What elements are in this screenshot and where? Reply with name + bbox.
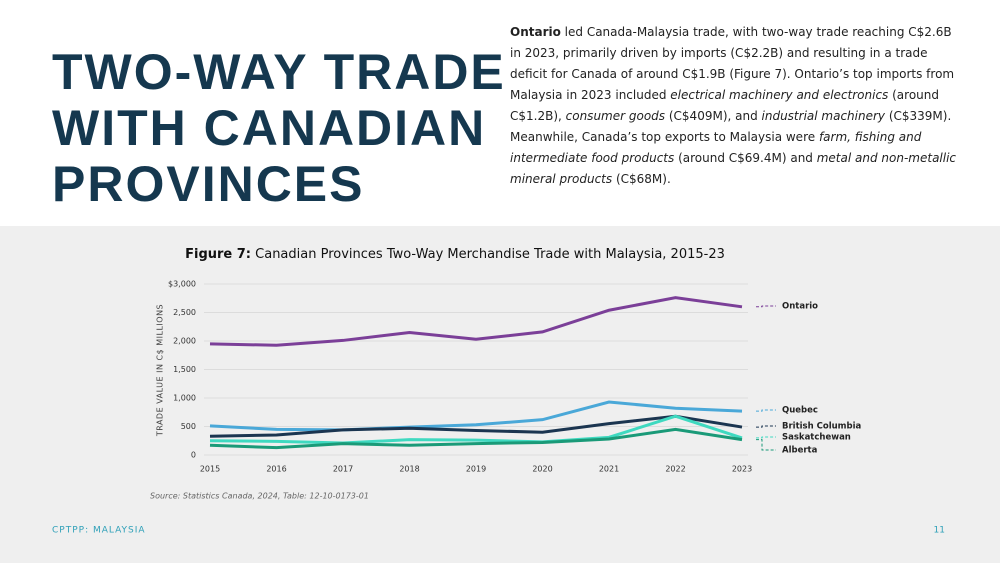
title-part: Figure 7: bbox=[185, 247, 251, 262]
leader bbox=[756, 409, 776, 412]
legend-label: Quebec bbox=[782, 406, 818, 416]
legend-label: British Columbia bbox=[782, 422, 862, 432]
line bbox=[209, 427, 743, 450]
legend-label: Alberta bbox=[782, 446, 818, 456]
chart-title: Figure 7: Canadian Provinces Two-Way Mer… bbox=[185, 247, 725, 262]
text-run: (around C$69.4M) and bbox=[674, 151, 817, 165]
x-tick-label: 2022 bbox=[665, 465, 685, 474]
x-tick-label: 2020 bbox=[532, 465, 552, 474]
text-run: Ontario bbox=[510, 25, 561, 39]
paragraph: Ontario led Canada-Malaysia trade, with … bbox=[510, 22, 965, 190]
title-line: WITH CANADIAN bbox=[52, 100, 487, 156]
x-tick-label: 2019 bbox=[466, 465, 486, 474]
x-tick-label: 2021 bbox=[599, 465, 619, 474]
y-tick-label: 2,500 bbox=[173, 308, 196, 317]
leader bbox=[756, 305, 776, 308]
header: TWO-WAY TRADE WITH CANADIAN PROVINCES Onta… bbox=[0, 0, 1000, 226]
text-run: farm, fishing and intermediate food prod… bbox=[510, 130, 922, 165]
x-tick-label: 2017 bbox=[333, 465, 353, 474]
footer-left: CPTPP: MALAYSIA bbox=[52, 526, 146, 536]
title-line: PROVINCES bbox=[52, 156, 365, 212]
text-run: (C$68M). bbox=[612, 172, 671, 186]
y-tick-label: 0 bbox=[191, 451, 196, 460]
y-tick-label: $3,000 bbox=[168, 280, 196, 289]
text-run: led Canada-Malaysia trade, with two-way … bbox=[510, 25, 955, 102]
legend-label: Ontario bbox=[782, 302, 818, 312]
y-tick-label: 500 bbox=[181, 422, 196, 431]
text-run: industrial machinery bbox=[761, 109, 886, 123]
text-run: electrical machinery and electronics bbox=[670, 88, 889, 102]
text-run: (C$409M), and bbox=[665, 109, 762, 123]
line bbox=[209, 296, 743, 347]
text-run: (C$339M). Meanwhile, Canada’s top export… bbox=[510, 109, 952, 144]
line bbox=[209, 400, 743, 432]
text-run: consumer goods bbox=[565, 109, 666, 123]
title-part: Canadian Provinces Two-Way Merchandise T… bbox=[251, 247, 725, 262]
y-axis-label: TRADE VALUE IN C$ MILLIONS bbox=[156, 304, 165, 437]
leader bbox=[756, 439, 776, 451]
x-tick-label: 2023 bbox=[732, 465, 752, 474]
x-tick-label: 2015 bbox=[200, 465, 220, 474]
x-tick-label: 2016 bbox=[266, 465, 286, 474]
y-tick-label: 1,000 bbox=[173, 394, 196, 403]
legend-label: Saskatchewan bbox=[782, 433, 851, 443]
title: TWO-WAY TRADE WITH CANADIAN PROVINCES bbox=[52, 44, 506, 212]
leader bbox=[756, 425, 776, 428]
title-line: TWO-WAY TRADE bbox=[52, 44, 506, 100]
x-tick-label: 2018 bbox=[399, 465, 419, 474]
page-number: 11 bbox=[934, 526, 945, 536]
leader bbox=[756, 436, 776, 439]
line bbox=[209, 414, 743, 445]
y-tick-label: 2,000 bbox=[173, 337, 196, 346]
text-run: (around C$1.2B), bbox=[510, 88, 940, 123]
line bbox=[209, 414, 743, 438]
chart: Figure 7: Canadian Provinces Two-Way Mer… bbox=[52, 247, 945, 536]
source: Source: Statistics Canada, 2024, Table: … bbox=[150, 492, 369, 501]
y-tick-label: 1,500 bbox=[173, 365, 196, 374]
text-run: metal and non-metallic mineral products bbox=[510, 151, 957, 186]
